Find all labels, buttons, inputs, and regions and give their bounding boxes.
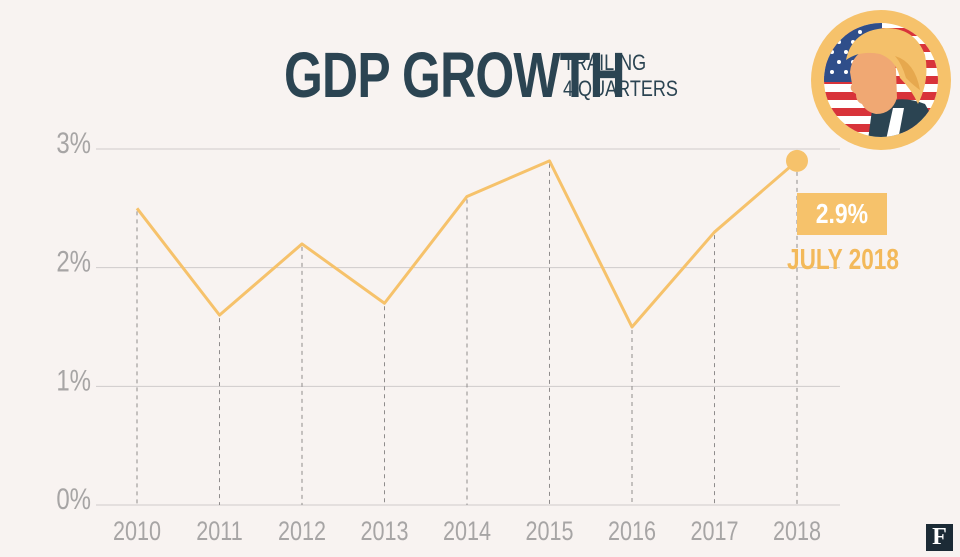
x-tick-label: 2015 bbox=[525, 517, 573, 547]
latest-value-badge: 2.9% bbox=[797, 193, 887, 235]
gdp-series bbox=[135, 149, 808, 329]
x-axis-ticks: 2010 2011 2012 2013 2014 2015 2016 2017 2018 bbox=[113, 517, 821, 547]
y-tick-label: 1% bbox=[56, 363, 91, 397]
y-tick-label: 2% bbox=[56, 244, 91, 278]
x-tick-label: 2010 bbox=[113, 517, 161, 547]
page-title: GDP GROWTH bbox=[284, 39, 625, 111]
subtitle-line-2: 4 QUARTERS bbox=[563, 76, 678, 101]
y-tick-label: 3% bbox=[56, 125, 91, 159]
grid-lines bbox=[96, 148, 840, 506]
y-tick-label: 0% bbox=[56, 481, 91, 515]
portrait-badge bbox=[811, 10, 951, 150]
year-drop-lines bbox=[136, 163, 798, 505]
x-tick-label: 2017 bbox=[690, 517, 738, 547]
latest-date-label: JULY 2018 bbox=[787, 244, 899, 276]
latest-point-marker bbox=[786, 149, 808, 172]
x-tick-label: 2016 bbox=[608, 517, 656, 547]
x-tick-label: 2014 bbox=[443, 517, 491, 547]
x-tick-label: 2012 bbox=[278, 517, 326, 547]
x-tick-label: 2013 bbox=[360, 517, 408, 547]
page-subtitle: TRAILING 4 QUARTERS bbox=[563, 50, 678, 102]
latest-value: 2.9% bbox=[815, 198, 869, 229]
gdp-growth-line bbox=[135, 159, 798, 329]
brand-logo: F bbox=[926, 524, 953, 551]
y-axis-ticks: 0% 1% 2% 3% bbox=[56, 125, 91, 515]
subtitle-line-1: TRAILING bbox=[563, 50, 647, 75]
x-tick-label: 2011 bbox=[196, 517, 242, 547]
x-tick-label: 2018 bbox=[773, 517, 821, 547]
